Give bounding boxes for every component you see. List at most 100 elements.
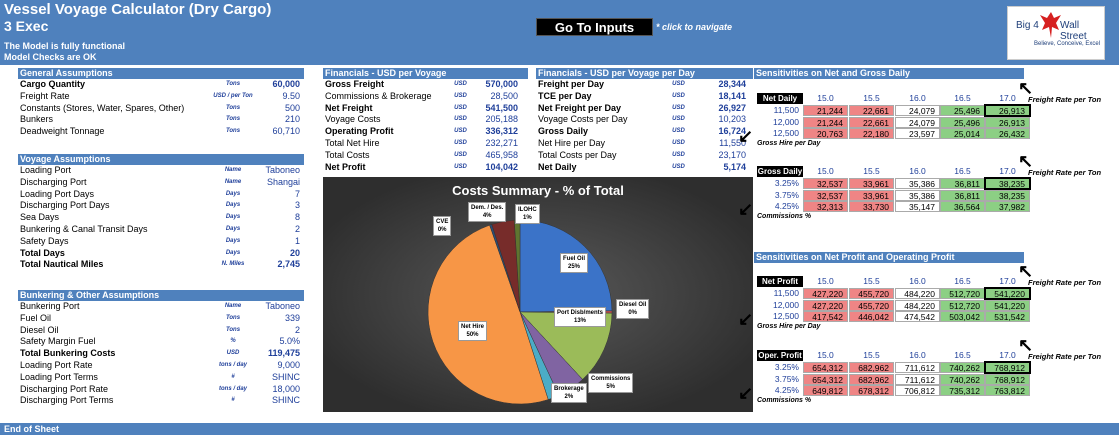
row-value: 16,724 (718, 126, 746, 137)
kv-row: Total Costs USD 465,958 (323, 150, 528, 162)
row-unit: USD (454, 128, 467, 135)
kv-row: Freight per Day USD 28,344 (536, 79, 753, 91)
sens-cell: 711,612 (895, 373, 940, 385)
go-to-inputs-button[interactable]: Go To Inputs (536, 18, 653, 36)
row-value: 26,927 (718, 102, 746, 113)
panel-title: Voyage Assumptions (18, 154, 304, 165)
sens-cell: 32,537 (803, 178, 848, 189)
sens-row-header: 3.25% (774, 362, 799, 372)
sens-cell: 735,312 (940, 385, 985, 396)
sens-cell: 427,220 (803, 288, 848, 299)
sens-row-header: 3.75% (774, 373, 799, 384)
row-value: 500 (284, 102, 300, 113)
sens-cell: 32,537 (803, 189, 848, 201)
slice-percent: 5% (606, 384, 615, 390)
kv-row: Loading Port Terms # SHINC (18, 372, 304, 384)
pie-slice-label: Commissions 5% (588, 373, 634, 393)
row-label: Constants (Stores, Water, Spares, Other) (20, 102, 185, 113)
sens-cell: 503,042 (940, 311, 985, 322)
arrow-icon: ↖ (1018, 78, 1034, 98)
row-value: Shangai (266, 176, 300, 187)
panel-title: Bunkering & Other Assumptions (18, 290, 304, 301)
sens-cell: 32,313 (803, 201, 848, 212)
row-label: Total Costs per Day (538, 149, 617, 160)
kv-row: Discharging Port Terms # SHINC (18, 395, 304, 407)
sens-cell: 36,811 (940, 178, 985, 189)
row-unit: tons / day (218, 385, 247, 392)
sens-cell: 33,961 (849, 189, 894, 201)
sens-col-header: 17.0 (999, 276, 1016, 286)
kv-row: Discharging Port Name Shangai (18, 177, 304, 189)
kv-row: Net Hire per Day USD 11,550 (536, 138, 753, 150)
row-unit: Tons (225, 128, 241, 135)
sens-cell: 22,661 (849, 116, 894, 128)
row-label: Gross Freight (325, 79, 385, 89)
row-value: 1 (294, 235, 300, 246)
row-unit: USD (672, 81, 685, 87)
row-label: Net Hire per Day (538, 137, 606, 148)
row-unit: Days (225, 237, 241, 244)
row-label: Commissions & Brokerage (325, 90, 432, 101)
kv-row: Voyage Costs per Day USD 10,203 (536, 114, 753, 126)
sens-cell: 33,730 (849, 201, 894, 212)
sens-cell: 654,312 (803, 362, 848, 373)
slice-name: Commissions (591, 376, 631, 382)
bunkering-assumptions-panel: Bunkering & Other Assumptions Bunkering … (18, 290, 304, 407)
pie-slice-label: ILOHC 1% (515, 204, 540, 224)
row-unit: USD (672, 104, 685, 111)
slice-name: Port Disb/ments (557, 310, 604, 316)
sens-cell: 22,180 (849, 128, 894, 139)
sens-cell: 24,079 (895, 105, 940, 116)
pie-slice-label: Diesel Oil 0% (616, 299, 650, 319)
kv-row: Total Net Hire USD 232,271 (323, 138, 528, 150)
kv-row: Total Costs per Day USD 23,170 (536, 150, 753, 162)
sens-col-header: 15.5 (863, 166, 880, 176)
sens-col-header: 16.0 (909, 350, 926, 360)
slice-percent: 0% (628, 310, 638, 316)
row-unit: USD (672, 128, 685, 135)
sens-col-header: 16.0 (909, 276, 926, 286)
sens-row-header: 12,000 (773, 116, 799, 127)
row-unit: USD (454, 139, 467, 146)
row-label: Bunkers (20, 114, 54, 125)
row-unit: USD (672, 92, 685, 99)
kv-row: Gross Freight USD 570,000 (323, 79, 528, 91)
sens-cell: 768,912 (984, 361, 1031, 374)
kv-row: Bunkering & Canal Transit Days Days 2 (18, 224, 304, 236)
navigate-hint: * click to navigate (656, 22, 733, 32)
row-value: 23,170 (718, 149, 746, 160)
sens-corner-label: Net Profit (757, 276, 803, 287)
row-value: 2 (294, 223, 300, 234)
sens-y-axis-label: Commissions % (757, 397, 812, 404)
sens-cell: 38,235 (985, 189, 1030, 201)
row-unit: Tons (225, 116, 241, 123)
row-label: Gross Daily (538, 126, 589, 137)
row-label: Discharging Port Rate (20, 383, 109, 394)
slice-percent: 4% (482, 213, 492, 219)
arrow-icon: ↙ (738, 383, 754, 403)
row-label: Total Costs (325, 149, 370, 160)
row-value: 11,550 (719, 137, 746, 148)
sens-cell: 531,542 (985, 311, 1030, 322)
sens-cell: 682,962 (849, 362, 894, 373)
kv-row: Net Daily USD 5,174 (536, 162, 753, 174)
row-label: Discharging Port Terms (20, 395, 114, 406)
kv-row: Total Days Days 20 (18, 248, 304, 260)
row-unit: USD / per Ton (213, 92, 253, 99)
row-unit: Days (225, 202, 241, 209)
row-label: TCE per Day (538, 90, 592, 101)
pie-slice-label: Dem. / Des. 4% (468, 202, 507, 222)
sens-cell: 36,564 (940, 201, 985, 212)
sens-corner-label: Oper. Profit (757, 350, 803, 361)
pie-slice-label: Fuel Oil 25% (560, 253, 589, 273)
sens-cell: 474,542 (895, 311, 940, 322)
sens-cell: 512,720 (940, 299, 985, 311)
row-value: 570,000 (485, 79, 518, 89)
sens-cell: 25,496 (940, 105, 985, 116)
row-label: Bunkering Port (20, 301, 80, 311)
end-of-sheet: End of Sheet (0, 423, 1119, 435)
row-value: 28,344 (718, 79, 746, 89)
sens-cell: 740,262 (940, 362, 985, 373)
sens-cell: 36,811 (940, 189, 985, 201)
row-unit: USD (672, 116, 685, 123)
